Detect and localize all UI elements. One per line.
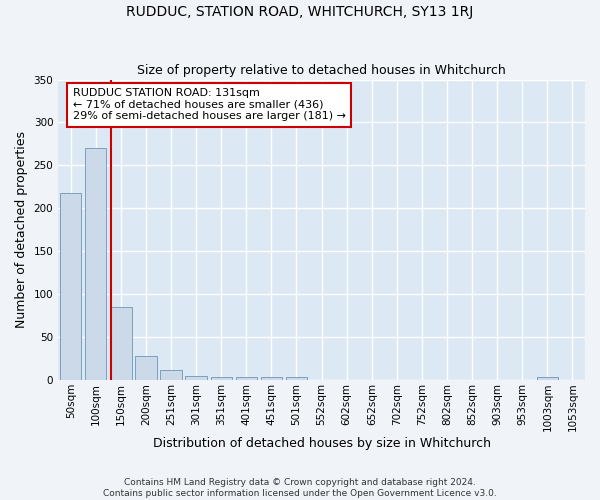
Bar xyxy=(60,193,82,380)
Text: RUDDUC, STATION ROAD, WHITCHURCH, SY13 1RJ: RUDDUC, STATION ROAD, WHITCHURCH, SY13 1… xyxy=(127,5,473,19)
Bar xyxy=(136,356,157,380)
Bar xyxy=(110,307,131,380)
Bar xyxy=(261,376,282,380)
Bar xyxy=(211,378,232,380)
Title: Size of property relative to detached houses in Whitchurch: Size of property relative to detached ho… xyxy=(137,64,506,77)
Bar xyxy=(286,378,307,380)
Text: RUDDUC STATION ROAD: 131sqm
← 71% of detached houses are smaller (436)
29% of se: RUDDUC STATION ROAD: 131sqm ← 71% of det… xyxy=(73,88,346,122)
Y-axis label: Number of detached properties: Number of detached properties xyxy=(15,132,28,328)
Bar xyxy=(160,370,182,380)
X-axis label: Distribution of detached houses by size in Whitchurch: Distribution of detached houses by size … xyxy=(152,437,491,450)
Bar xyxy=(537,378,558,380)
Bar xyxy=(236,376,257,380)
Bar xyxy=(185,376,207,380)
Bar xyxy=(85,148,106,380)
Text: Contains HM Land Registry data © Crown copyright and database right 2024.
Contai: Contains HM Land Registry data © Crown c… xyxy=(103,478,497,498)
